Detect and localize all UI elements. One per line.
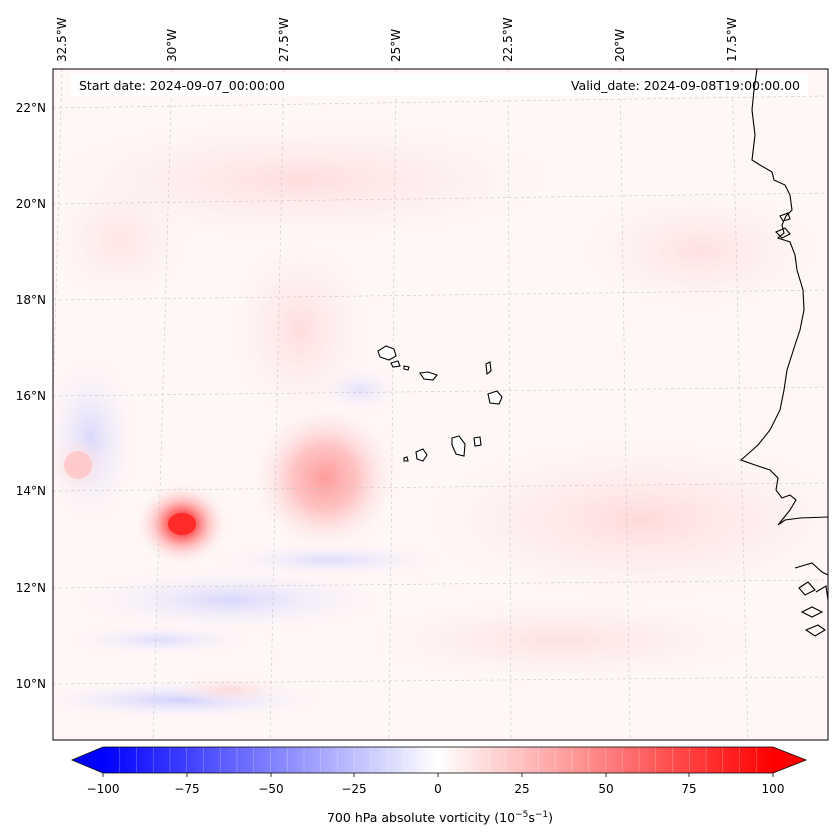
lat-label: 18°N: [16, 293, 46, 307]
cape-verde-islands: [377, 345, 503, 462]
lat-label: 14°N: [16, 484, 46, 498]
cb-tick-label: 25: [514, 782, 529, 796]
longitude-labels: 32.5°W 30°W 27.5°W 25°W 22.5°W 20°W 17.5…: [55, 17, 739, 62]
colorbar-ticks: [102, 773, 774, 777]
colorbar-extend-min: [72, 747, 103, 773]
lat-label: 10°N: [16, 677, 46, 691]
lat-label: 20°N: [16, 197, 46, 211]
colorbar-steps: [119, 747, 757, 773]
colorbar-tick-labels: −100 −75 −50 −25 0 25 50 75 100: [87, 782, 785, 796]
latitude-labels: 22°N 20°N 18°N 16°N 14°N 12°N 10°N: [16, 101, 46, 691]
vorticity-field: [53, 120, 828, 718]
lon-label: 30°W: [165, 29, 179, 62]
lon-label: 17.5°W: [725, 17, 739, 62]
cb-tick-label: 0: [434, 782, 442, 796]
lon-label: 27.5°W: [277, 17, 291, 62]
cb-tick-label: 100: [762, 782, 785, 796]
cb-tick-label: 75: [681, 782, 696, 796]
cb-tick-label: −100: [87, 782, 120, 796]
map-panel: [53, 69, 828, 740]
map-border: [52, 68, 829, 741]
lat-label: 22°N: [16, 101, 46, 115]
cb-tick-label: −25: [341, 782, 366, 796]
colorbar-body: [103, 747, 773, 773]
colorbar-extend-max: [773, 747, 806, 773]
west-africa-coastline: [739, 69, 828, 637]
header-box: [71, 74, 808, 96]
lat-label: 12°N: [16, 581, 46, 595]
lat-label: 16°N: [16, 389, 46, 403]
lon-label: 22.5°W: [501, 17, 515, 62]
vortex-central: [255, 408, 395, 548]
lon-label: 25°W: [389, 29, 403, 62]
valid-date: Valid_date: 2024-09-08T19:00:00.00: [571, 78, 800, 93]
graticule: [53, 69, 828, 740]
colorbar-label: 700 hPa absolute vorticity (10−5s−1): [327, 810, 553, 825]
lon-label: 20°W: [613, 29, 627, 62]
cb-tick-label: 50: [598, 782, 613, 796]
cb-tick-label: −50: [258, 782, 283, 796]
cb-tick-label: −75: [174, 782, 199, 796]
start-date: Start date: 2024-09-07_00:00:00: [79, 78, 285, 93]
colorbar: −100 −75 −50 −25 0 25 50 75 100 700 hPa …: [70, 746, 808, 825]
lon-label: 32.5°W: [55, 17, 69, 62]
